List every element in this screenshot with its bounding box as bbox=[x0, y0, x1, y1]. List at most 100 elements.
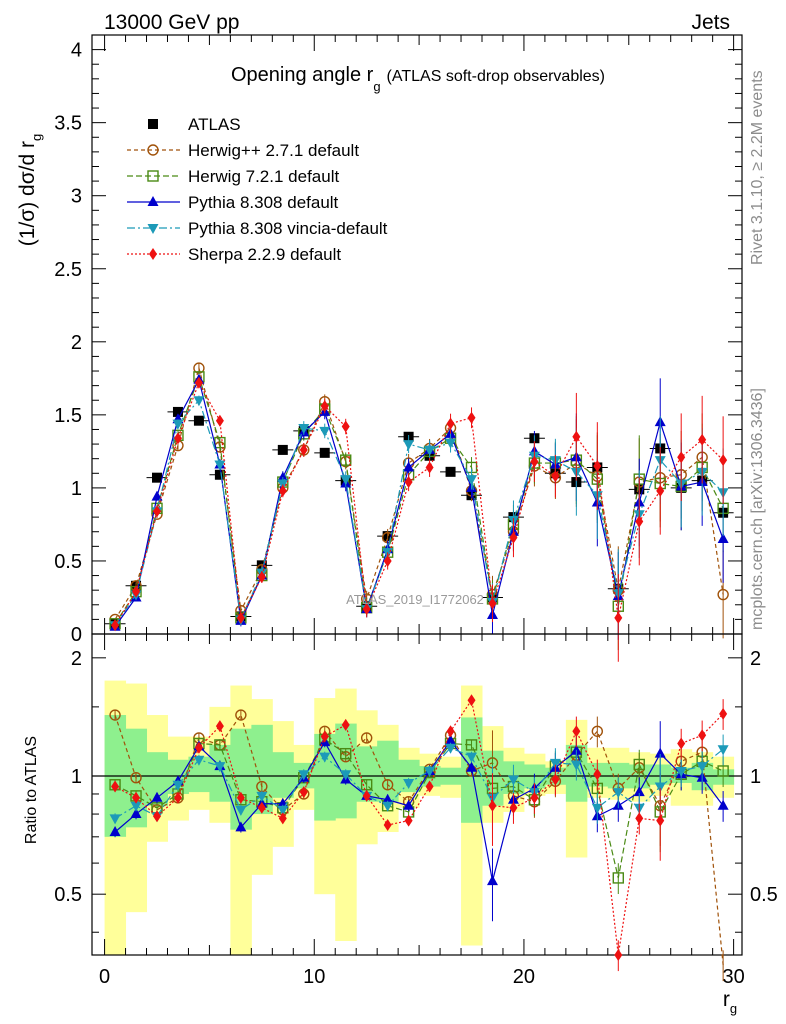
header-right: Jets bbox=[691, 11, 730, 34]
ratio-point bbox=[109, 826, 121, 837]
data-point bbox=[340, 475, 352, 486]
data-point bbox=[193, 415, 204, 426]
data-point bbox=[717, 533, 729, 544]
y-tick-label: 2 bbox=[71, 332, 82, 354]
data-point bbox=[214, 469, 225, 480]
chart-title-sub: g bbox=[373, 79, 380, 94]
y-tick-label-right: 2 bbox=[750, 648, 761, 670]
ratio-point bbox=[153, 810, 161, 823]
series-5 bbox=[111, 376, 728, 662]
x-tick-label: 30 bbox=[722, 966, 744, 988]
legend-entry: Pythia 8.308 vincia-default bbox=[127, 219, 388, 238]
ratio-point bbox=[486, 875, 498, 886]
header-left: 13000 GeV pp bbox=[104, 11, 239, 34]
data-point bbox=[153, 505, 161, 518]
data-point bbox=[445, 438, 457, 449]
ratio-point bbox=[424, 766, 436, 777]
ratio-point bbox=[466, 761, 478, 772]
y-tick-label: 2.5 bbox=[54, 259, 82, 281]
ratio-point bbox=[130, 772, 142, 784]
legend-entry: Sherpa 2.2.9 default bbox=[127, 245, 341, 264]
ratio-point bbox=[507, 775, 519, 786]
data-point bbox=[717, 588, 729, 601]
data-point bbox=[614, 611, 623, 624]
ratio-point bbox=[109, 709, 121, 721]
ratio-point bbox=[320, 730, 329, 743]
ratio-point bbox=[593, 768, 602, 781]
ratio-point bbox=[467, 694, 476, 707]
ratio-series-3 bbox=[109, 734, 729, 838]
ratio-point bbox=[612, 872, 624, 884]
ratio-point bbox=[403, 778, 415, 789]
uncertainty-band-stat bbox=[251, 724, 273, 815]
data-point bbox=[403, 461, 415, 472]
main-plot-area bbox=[104, 362, 734, 662]
uncertainty-band-stat bbox=[377, 740, 399, 802]
ratio-point bbox=[277, 805, 289, 816]
main-ylabel-sub: g bbox=[29, 134, 44, 141]
ratio-point bbox=[130, 801, 142, 812]
ratio-point bbox=[425, 780, 434, 793]
series-line bbox=[114, 365, 724, 620]
y-tick-label-right: 0.5 bbox=[750, 884, 778, 906]
legend-marker bbox=[148, 119, 158, 129]
legend-entry: Herwig 7.2.1 default bbox=[127, 167, 339, 186]
data-point bbox=[466, 475, 478, 486]
ratio-point bbox=[340, 770, 352, 781]
chart-title-rest: (ATLAS soft-drop observables) bbox=[387, 68, 605, 85]
data-point bbox=[488, 597, 497, 610]
uncertainty-band-stat bbox=[272, 752, 294, 798]
data-point bbox=[593, 459, 602, 472]
chart-title: Opening angle rg (ATLAS soft-drop observa… bbox=[231, 64, 605, 94]
legend-label: ATLAS bbox=[188, 115, 241, 134]
ratio-line bbox=[114, 738, 724, 879]
ratio-point bbox=[235, 805, 247, 816]
ratio-point bbox=[465, 739, 478, 751]
data-point bbox=[319, 447, 330, 458]
data-point bbox=[173, 432, 182, 445]
ratio-point bbox=[719, 707, 728, 720]
legend-entry: Herwig++ 2.7.1 default bbox=[127, 141, 359, 160]
ratio-point bbox=[677, 737, 686, 750]
data-point bbox=[151, 490, 163, 501]
y-tick-label: 0.5 bbox=[54, 551, 82, 573]
uncertainty-band-stat bbox=[188, 756, 210, 793]
legend-label: Herwig++ 2.7.1 default bbox=[188, 141, 359, 160]
ratio-point bbox=[215, 720, 224, 733]
rivet-label: Rivet 3.1.10, ≥ 2.2M events bbox=[749, 70, 766, 265]
data-point bbox=[698, 433, 707, 446]
mcplots-label: mcplots.cern.ch [arXiv:1306.3436] bbox=[749, 388, 766, 630]
ratio-point bbox=[633, 786, 645, 797]
data-point bbox=[403, 440, 415, 451]
main-panel: 0 0.5 1 1.5 2 2.5 3 3.5 4 ATLAS_2019_I1772062 Op… bbox=[16, 34, 743, 662]
data-point bbox=[172, 419, 184, 430]
data-point bbox=[277, 444, 288, 455]
ratio-point bbox=[488, 799, 497, 812]
y-tick-label: 1 bbox=[71, 478, 82, 500]
ratio-point bbox=[509, 801, 518, 814]
data-point bbox=[278, 484, 287, 497]
ratio-point bbox=[172, 780, 184, 791]
ratio-point bbox=[340, 747, 352, 760]
y-tick-label: 4 bbox=[71, 40, 82, 62]
ratio-point bbox=[109, 814, 121, 825]
uncertainty-band-stat bbox=[314, 733, 336, 821]
data-point bbox=[509, 531, 518, 544]
data-point bbox=[445, 466, 456, 477]
data-point bbox=[111, 619, 120, 632]
main-ylabel: (1/σ) dσ/d rg bbox=[16, 134, 44, 247]
data-point bbox=[193, 396, 205, 407]
y-tick-label: 3 bbox=[71, 186, 82, 208]
ratio-point bbox=[717, 799, 729, 810]
ratio-line bbox=[114, 713, 724, 966]
ratio-point bbox=[299, 786, 308, 799]
ratio-point bbox=[445, 743, 457, 754]
y-tick-label: 0.5 bbox=[54, 884, 82, 906]
data-point bbox=[467, 411, 476, 424]
x-tick-label: 20 bbox=[513, 966, 535, 988]
ratio-point bbox=[530, 791, 539, 804]
y-tick-label: 3.5 bbox=[54, 113, 82, 135]
ratio-point bbox=[717, 745, 729, 756]
ratio-point bbox=[257, 801, 266, 814]
ratio-point bbox=[278, 812, 287, 825]
